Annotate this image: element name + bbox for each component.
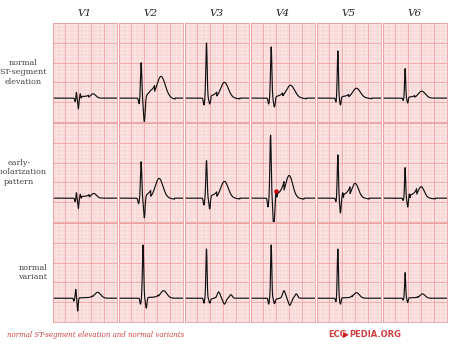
- Text: V3: V3: [210, 9, 224, 18]
- Text: normal ST-segment elevation and normal variants: normal ST-segment elevation and normal v…: [7, 331, 184, 339]
- Text: V6: V6: [408, 9, 422, 18]
- Text: early-
repolarization
pattern: early- repolarization pattern: [0, 159, 47, 186]
- Text: PEDIA.ORG: PEDIA.ORG: [349, 330, 401, 339]
- Text: normal
ST-segment
elevation: normal ST-segment elevation: [0, 59, 47, 86]
- Text: V2: V2: [144, 9, 158, 18]
- Text: ▶: ▶: [343, 330, 349, 339]
- Text: V5: V5: [342, 9, 356, 18]
- Text: normal
variant: normal variant: [18, 264, 47, 281]
- Text: ECG: ECG: [328, 330, 347, 339]
- Text: V4: V4: [276, 9, 290, 18]
- Text: V1: V1: [78, 9, 92, 18]
